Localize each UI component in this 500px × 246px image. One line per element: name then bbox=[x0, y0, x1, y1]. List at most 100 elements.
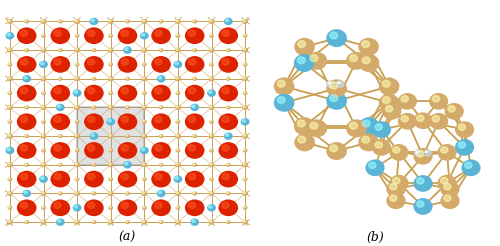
Circle shape bbox=[156, 75, 166, 82]
Circle shape bbox=[50, 142, 70, 159]
Circle shape bbox=[176, 34, 180, 38]
Circle shape bbox=[56, 218, 64, 226]
Circle shape bbox=[84, 142, 103, 159]
Circle shape bbox=[6, 147, 15, 154]
Circle shape bbox=[39, 175, 48, 183]
Circle shape bbox=[142, 48, 144, 50]
Circle shape bbox=[74, 191, 80, 196]
Circle shape bbox=[142, 19, 147, 24]
Circle shape bbox=[218, 171, 238, 187]
Circle shape bbox=[185, 200, 204, 216]
Circle shape bbox=[278, 97, 285, 104]
Circle shape bbox=[224, 18, 232, 25]
Circle shape bbox=[176, 77, 178, 79]
Circle shape bbox=[326, 29, 347, 47]
Circle shape bbox=[8, 134, 10, 136]
Circle shape bbox=[242, 19, 248, 24]
Circle shape bbox=[126, 192, 128, 194]
Circle shape bbox=[440, 192, 460, 209]
Circle shape bbox=[8, 220, 10, 222]
Circle shape bbox=[386, 192, 406, 209]
Circle shape bbox=[8, 106, 10, 108]
Circle shape bbox=[414, 198, 432, 215]
Circle shape bbox=[210, 34, 212, 36]
Circle shape bbox=[185, 113, 204, 130]
Circle shape bbox=[7, 33, 10, 36]
Circle shape bbox=[8, 206, 10, 208]
Circle shape bbox=[142, 220, 147, 225]
Circle shape bbox=[242, 191, 248, 196]
Circle shape bbox=[109, 220, 111, 222]
Circle shape bbox=[176, 220, 178, 222]
Circle shape bbox=[126, 20, 128, 22]
Circle shape bbox=[121, 173, 128, 180]
Circle shape bbox=[76, 149, 78, 151]
Circle shape bbox=[109, 192, 111, 194]
Circle shape bbox=[125, 220, 130, 224]
Circle shape bbox=[185, 171, 204, 187]
Circle shape bbox=[42, 106, 44, 108]
Circle shape bbox=[108, 34, 113, 38]
Circle shape bbox=[108, 47, 114, 53]
Circle shape bbox=[154, 30, 162, 36]
Circle shape bbox=[8, 20, 10, 22]
Circle shape bbox=[41, 206, 46, 210]
Circle shape bbox=[20, 30, 28, 36]
Circle shape bbox=[244, 34, 246, 36]
Circle shape bbox=[40, 62, 44, 65]
Circle shape bbox=[210, 134, 212, 136]
Circle shape bbox=[152, 113, 171, 130]
Circle shape bbox=[358, 38, 379, 56]
Circle shape bbox=[40, 134, 46, 138]
Circle shape bbox=[243, 77, 246, 79]
Circle shape bbox=[58, 163, 63, 167]
Circle shape bbox=[25, 49, 27, 50]
Circle shape bbox=[185, 27, 204, 44]
Circle shape bbox=[76, 120, 78, 122]
Circle shape bbox=[298, 136, 306, 143]
Circle shape bbox=[92, 49, 94, 50]
Circle shape bbox=[75, 20, 78, 22]
Circle shape bbox=[25, 163, 27, 165]
Circle shape bbox=[298, 57, 305, 64]
Circle shape bbox=[158, 134, 164, 138]
Circle shape bbox=[56, 104, 64, 111]
Circle shape bbox=[174, 175, 182, 183]
Circle shape bbox=[414, 148, 432, 165]
Circle shape bbox=[193, 192, 195, 194]
Circle shape bbox=[429, 113, 448, 130]
Circle shape bbox=[108, 119, 111, 122]
Circle shape bbox=[109, 20, 111, 22]
Circle shape bbox=[42, 34, 43, 36]
Circle shape bbox=[88, 116, 95, 123]
Circle shape bbox=[142, 33, 144, 36]
Circle shape bbox=[368, 162, 376, 169]
Circle shape bbox=[92, 163, 94, 165]
Circle shape bbox=[50, 113, 70, 130]
Circle shape bbox=[210, 20, 212, 22]
Circle shape bbox=[124, 47, 128, 50]
Circle shape bbox=[185, 142, 204, 159]
Circle shape bbox=[379, 94, 400, 112]
Circle shape bbox=[142, 206, 147, 210]
Circle shape bbox=[40, 162, 46, 167]
Circle shape bbox=[242, 105, 248, 110]
Circle shape bbox=[58, 49, 60, 50]
Circle shape bbox=[58, 77, 60, 79]
Circle shape bbox=[126, 106, 128, 108]
Circle shape bbox=[386, 106, 393, 112]
Circle shape bbox=[76, 63, 78, 65]
Circle shape bbox=[42, 92, 43, 93]
Circle shape bbox=[154, 145, 162, 151]
Circle shape bbox=[350, 55, 358, 62]
Circle shape bbox=[108, 220, 114, 225]
Circle shape bbox=[108, 91, 113, 95]
Circle shape bbox=[108, 76, 114, 81]
Circle shape bbox=[243, 220, 246, 222]
Circle shape bbox=[108, 62, 113, 66]
Circle shape bbox=[92, 105, 96, 109]
Circle shape bbox=[41, 120, 46, 124]
Circle shape bbox=[58, 163, 60, 165]
Circle shape bbox=[118, 113, 138, 130]
Circle shape bbox=[190, 218, 199, 226]
